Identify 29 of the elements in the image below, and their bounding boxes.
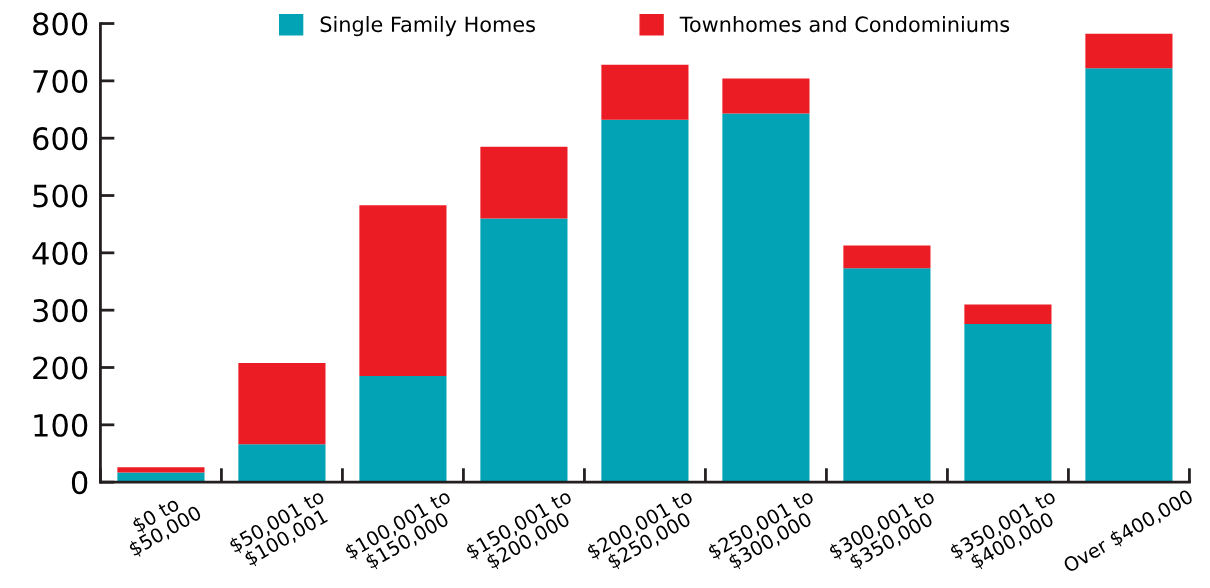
bar (117, 467, 205, 473)
y-tick-label: 300 (33, 299, 88, 323)
y-tick-label: 600 (33, 127, 88, 151)
y-tick-label: 0 (71, 471, 88, 495)
bar (1085, 68, 1173, 483)
bar (964, 304, 1052, 324)
y-tick-label: 400 (32, 241, 88, 265)
bar (480, 218, 568, 483)
bar (1085, 33, 1173, 69)
bar (843, 268, 931, 483)
bar (722, 78, 810, 114)
bar (359, 376, 447, 483)
bar (359, 205, 447, 377)
bar (964, 323, 1052, 483)
y-tick-label: 200 (33, 356, 88, 380)
bar (480, 146, 568, 219)
bar (601, 119, 689, 483)
bar (843, 245, 931, 269)
bar (601, 64, 689, 120)
legend-label: Single Family Homes (320, 16, 535, 37)
bar (117, 472, 205, 483)
y-tick-label: 700 (33, 69, 88, 93)
legend-label: Townhomes and Condominiums (679, 16, 1010, 33)
bar (238, 444, 326, 483)
bar (238, 362, 326, 445)
y-tick-label: 500 (33, 184, 88, 208)
y-tick-label: 800 (33, 12, 88, 36)
bar (722, 113, 810, 483)
y-tick-label: 100 (34, 413, 88, 437)
